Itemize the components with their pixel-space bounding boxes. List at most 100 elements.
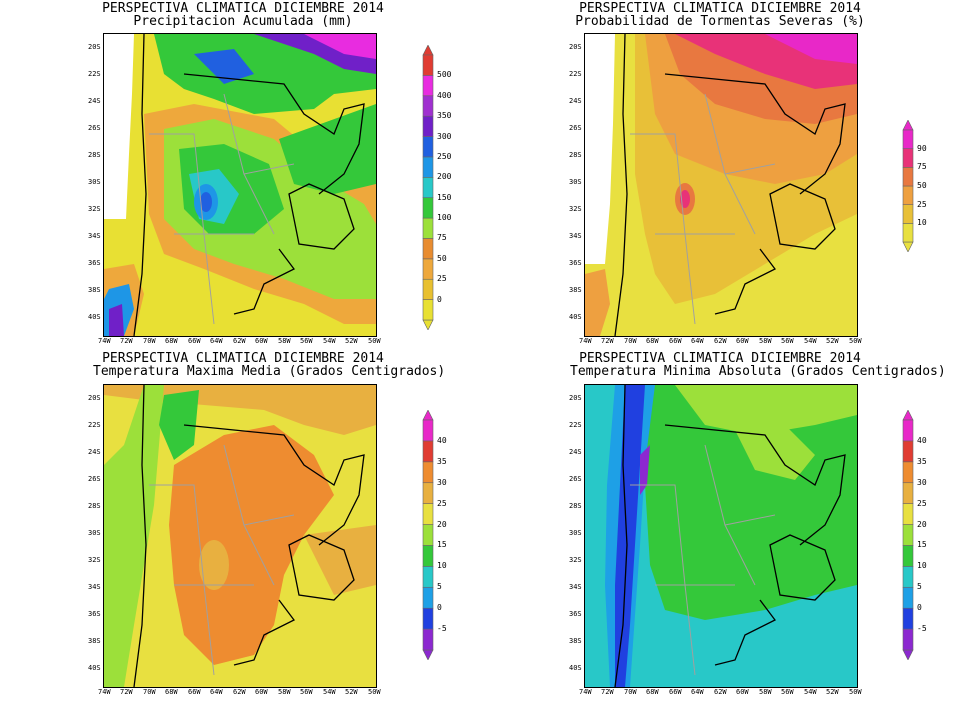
scale-swatch	[422, 136, 434, 158]
scale-swatch	[422, 545, 434, 567]
scale-swatch	[422, 115, 434, 137]
scale-label: 15	[917, 540, 927, 550]
scale-swatch	[902, 628, 914, 651]
precipitation-field	[104, 34, 376, 336]
scale-swatch	[902, 586, 914, 609]
scale-swatch	[422, 628, 434, 651]
longitude-labels: 74W 72W 70W 68W 66W 64W 62W 60W 58W 56W …	[579, 337, 862, 345]
scale-swatch	[422, 524, 434, 546]
scale-label: 0	[437, 603, 442, 613]
scale-label: 400	[437, 90, 452, 100]
scale-label: 75	[917, 162, 927, 172]
scale-swatch	[902, 440, 914, 463]
precipitation-map	[103, 33, 377, 337]
scale-swatch	[422, 75, 434, 97]
latitude-labels: 20S 22S 24S 26S 28S 30S 32S 34S 36S 38S …	[88, 394, 101, 672]
precipitation-color-scale: 0 25 50 75 100 150 200 250 300 350 400 500	[422, 45, 462, 330]
scale-label: 25	[917, 199, 927, 209]
scale-label: 50	[917, 181, 927, 190]
scale-label: 100	[437, 213, 452, 223]
scale-swatch	[422, 503, 434, 525]
longitude-labels: 74W 72W 70W 68W 66W 64W 62W 60W 58W 56W …	[98, 688, 381, 696]
longitude-labels: 74W 72W 70W 68W 66W 64W 62W 60W 58W 56W …	[579, 688, 862, 696]
scale-min-arrow	[422, 649, 434, 660]
scale-swatch	[422, 258, 434, 280]
longitude-labels: 74W 72W 70W 68W 66W 64W 62W 60W 58W 56W …	[98, 337, 381, 345]
scale-label: 30	[917, 477, 927, 487]
scale-label: 35	[917, 456, 927, 466]
scale-label: 0	[917, 603, 922, 613]
panel-title-line1: PERSPECTIVA CLIMATICA DICIEMBRE 2014	[579, 351, 861, 366]
color-scale-bar	[902, 120, 914, 252]
scale-swatch	[902, 503, 914, 525]
scale-label: 25	[437, 274, 447, 284]
scale-swatch	[902, 545, 914, 567]
scale-swatch	[902, 482, 914, 504]
scale-swatch	[902, 566, 914, 588]
scale-label: 5	[437, 582, 442, 592]
color-scale-bar	[902, 410, 914, 660]
scale-swatch	[422, 461, 434, 484]
scale-swatch	[902, 419, 914, 442]
scale-swatch	[902, 607, 914, 630]
scale-label: 20	[437, 519, 447, 529]
scale-label: 250	[437, 151, 452, 161]
scale-swatch	[422, 217, 434, 239]
scale-max-arrow	[422, 410, 434, 421]
scale-swatch	[902, 185, 914, 205]
scale-swatch	[422, 299, 434, 321]
scale-label: -5	[917, 624, 927, 634]
scale-label: 15	[437, 540, 447, 550]
scale-label: 5	[917, 582, 922, 592]
scale-label: 35	[437, 456, 447, 466]
scale-swatch	[422, 586, 434, 609]
scale-swatch	[902, 148, 914, 168]
panel-title-line1: PERSPECTIVA CLIMATICA DICIEMBRE 2014	[102, 1, 384, 16]
panel-title-line2: Precipitacion Acumulada (mm)	[133, 14, 353, 29]
scale-label: 20	[917, 519, 927, 529]
latitude-labels: 20S 22S 24S 26S 28S 30S 32S 34S 36S 38S …	[88, 43, 101, 321]
scale-max-arrow	[902, 410, 914, 421]
storm-probability-map	[584, 33, 858, 337]
scale-swatch	[902, 461, 914, 484]
scale-swatch	[422, 419, 434, 442]
panel-title-line1: PERSPECTIVA CLIMATICA DICIEMBRE 2014	[102, 351, 384, 366]
scale-swatch	[422, 177, 434, 198]
scale-swatch	[422, 156, 434, 178]
scale-max-arrow	[902, 120, 914, 131]
color-scale-bar	[422, 45, 434, 330]
scale-min-arrow	[902, 241, 914, 252]
scale-label: 10	[437, 561, 447, 571]
panel-title-line2: Temperatura Maxima Media (Grados Centigr…	[93, 364, 446, 379]
scale-swatch	[902, 524, 914, 546]
panel-title-line2: Temperatura Minima Absoluta (Grados Cent…	[570, 364, 946, 379]
panel-title-line2: Probabilidad de Tormentas Severas (%)	[575, 14, 865, 29]
max-temperature-map	[103, 384, 377, 688]
latitude-labels: 20S 22S 24S 26S 28S 30S 32S 34S 36S 38S …	[569, 43, 582, 321]
scale-swatch	[422, 278, 434, 300]
scale-label: 75	[437, 233, 447, 243]
scale-label: -5	[437, 624, 447, 634]
storm-probability-color-scale: 10 25 50 75 90	[902, 120, 942, 252]
scale-label: 150	[437, 192, 452, 202]
scale-min-arrow	[902, 649, 914, 660]
min-temperature-field	[585, 385, 857, 687]
storm-probability-field	[585, 34, 857, 336]
scale-min-arrow	[422, 319, 434, 330]
min-temperature-map	[584, 384, 858, 688]
scale-label: 300	[437, 131, 452, 141]
scale-label: 10	[917, 561, 927, 571]
scale-label: 40	[917, 435, 927, 445]
scale-swatch	[422, 54, 434, 76]
scale-swatch	[422, 482, 434, 504]
scale-label: 25	[437, 498, 447, 508]
scale-label: 30	[437, 477, 447, 487]
color-scale-bar	[422, 410, 434, 660]
scale-label: 0	[437, 294, 442, 304]
scale-label: 350	[437, 111, 452, 121]
scale-label: 40	[437, 435, 447, 445]
panel-title-line1: PERSPECTIVA CLIMATICA DICIEMBRE 2014	[579, 1, 861, 16]
scale-swatch	[422, 238, 434, 260]
scale-swatch	[422, 607, 434, 630]
scale-max-arrow	[422, 45, 434, 56]
